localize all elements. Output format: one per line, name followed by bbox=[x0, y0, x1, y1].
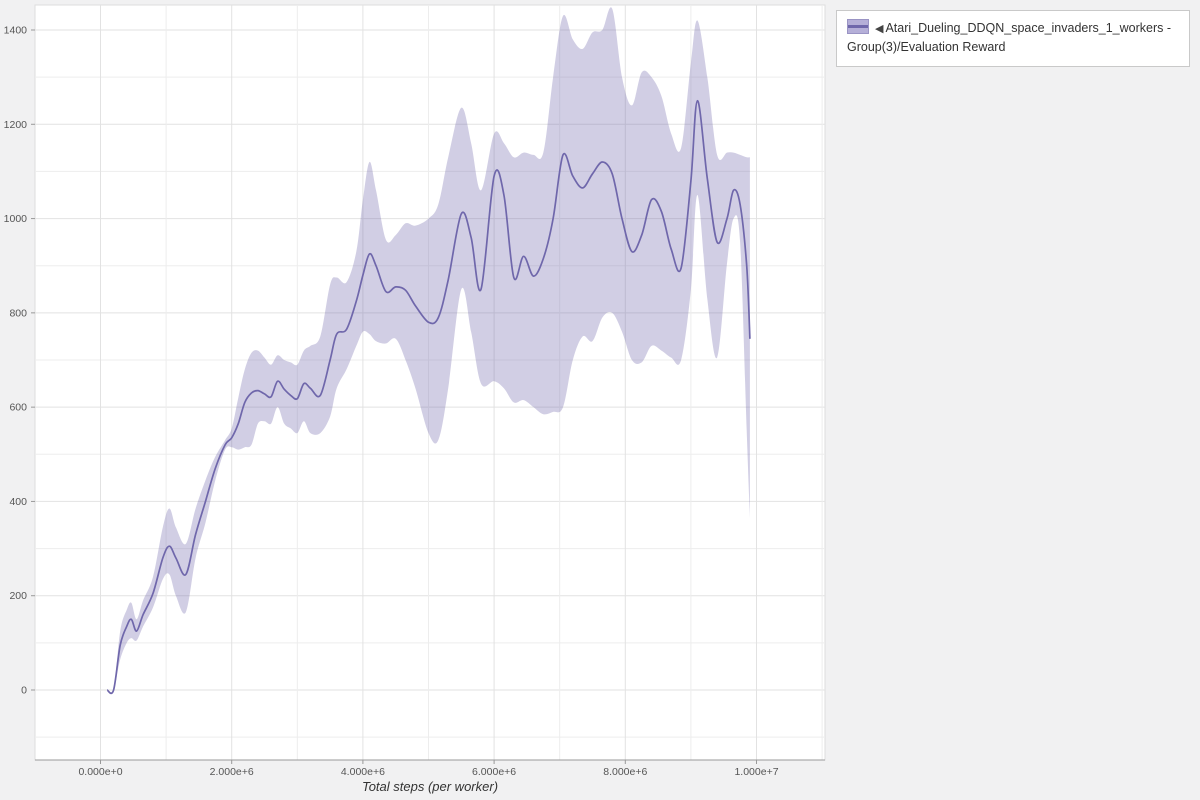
legend-item-evaluation-reward[interactable]: ◀ Atari_Dueling_DDQN_space_invaders_1_wor… bbox=[847, 19, 1179, 58]
series-layer bbox=[106, 7, 751, 695]
y-tick-label: 400 bbox=[9, 496, 27, 508]
chart-container: 0.000e+0 2.000e+6 4.000e+6 6.000e+6 8.000e+6… bbox=[0, 0, 830, 800]
y-tick-label: 1000 bbox=[4, 213, 28, 225]
grid-layer bbox=[35, 5, 825, 760]
y-tick-label: 1200 bbox=[4, 119, 28, 131]
tick-label-layer: 0.000e+0 2.000e+6 4.000e+6 6.000e+6 8.000e+6… bbox=[4, 24, 779, 778]
x-tick-label: 4.000e+6 bbox=[341, 766, 385, 778]
y-tick-label: 200 bbox=[9, 590, 27, 602]
x-axis-title: Total steps (per worker) bbox=[362, 779, 498, 794]
x-tick-label: 0.000e+0 bbox=[78, 766, 122, 778]
chart-canvas[interactable]: 0.000e+0 2.000e+6 4.000e+6 6.000e+6 8.000e+6… bbox=[0, 0, 830, 800]
x-tick-label: 2.000e+6 bbox=[210, 766, 254, 778]
y-tick-label: 600 bbox=[9, 402, 27, 414]
y-tick-label: 0 bbox=[21, 685, 27, 697]
collapse-triangle-icon: ◀ bbox=[875, 23, 884, 35]
mean-line bbox=[106, 99, 751, 695]
y-tick-label: 1400 bbox=[4, 24, 28, 36]
series-band-swatch-icon bbox=[847, 19, 869, 34]
axis-layer bbox=[31, 29, 825, 764]
legend-item-label: Atari_Dueling_DDQN_space_invaders_1_work… bbox=[847, 21, 1172, 55]
x-tick-label: 6.000e+6 bbox=[472, 766, 516, 778]
x-tick-label: 8.000e+6 bbox=[603, 766, 647, 778]
y-tick-label: 800 bbox=[9, 307, 27, 319]
legend: ◀ Atari_Dueling_DDQN_space_invaders_1_wor… bbox=[836, 10, 1190, 67]
x-tick-label: 1.000e+7 bbox=[734, 766, 778, 778]
